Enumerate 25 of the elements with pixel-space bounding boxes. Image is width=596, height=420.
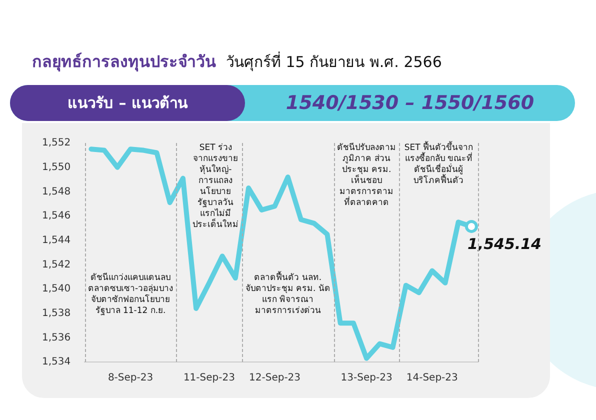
x-tick-label: 12-Sep-23 (249, 372, 301, 384)
y-tick-label: 1,534 (42, 356, 71, 368)
annotation: ดัชนีปรับลงตามภูมิภาค ส่วนประชุม ครม. เห็นชอบมาตรการตามที่ตลาดคาด (336, 143, 396, 209)
annotation: SET ฟื้นตัวขึ้นจากแรงซื้อกลับ ขณะที่ดัชนีเชื่อมั่นผู้บริโภคฟื้นตัว (403, 143, 474, 187)
x-tick-label: 11-Sep-23 (183, 372, 235, 384)
annotation: ตลาดฟื้นตัว นลท. จับตาประชุม ครม. นัดแรก พิจารณามาตรการเร่งด่วน (244, 273, 331, 317)
y-tick-label: 1,538 (42, 308, 71, 319)
y-tick-label: 1,542 (42, 259, 71, 270)
text: แนวรับ – แนวต้าน (68, 93, 188, 114)
chart-title: กลยุทธ์การลงทุนประจำวัน (32, 52, 216, 71)
annotation: SET ร่วงจากแรงขายหุ้นใหญ่-การแถลงนโยบายรัฐบาลวันแรกไม่มีประเด็นใหม่ (192, 143, 239, 231)
text: 1540/1530 – 1550/1560 (286, 92, 534, 114)
x-tick-label: 13-Sep-23 (340, 372, 392, 384)
y-tick-label: 1,536 (42, 332, 71, 344)
x-tick-label: 14-Sep-23 (406, 372, 458, 384)
y-tick-label: 1,550 (42, 162, 71, 173)
y-tick-label: 1,544 (42, 234, 71, 246)
x-tick-label: 8-Sep-23 (108, 372, 154, 384)
y-tick-label: 1,552 (42, 138, 71, 149)
y-tick-label: 1,546 (42, 210, 71, 222)
chart-subtitle: วันศุกร์ที่ 15 กันยายน พ.ศ. 2566 (226, 53, 442, 71)
annotation: ดัชนีแกว่งแคบแดนลบ ตลาดซบเซา-วอลุ่มบาง จับตาซักฟอกนโยบายรัฐบาล 11-12 ก.ย. (88, 273, 174, 317)
annotation: 1,545.14 (467, 234, 542, 253)
y-tick-label: 1,548 (42, 186, 71, 198)
y-tick-label: 1,540 (42, 284, 71, 295)
